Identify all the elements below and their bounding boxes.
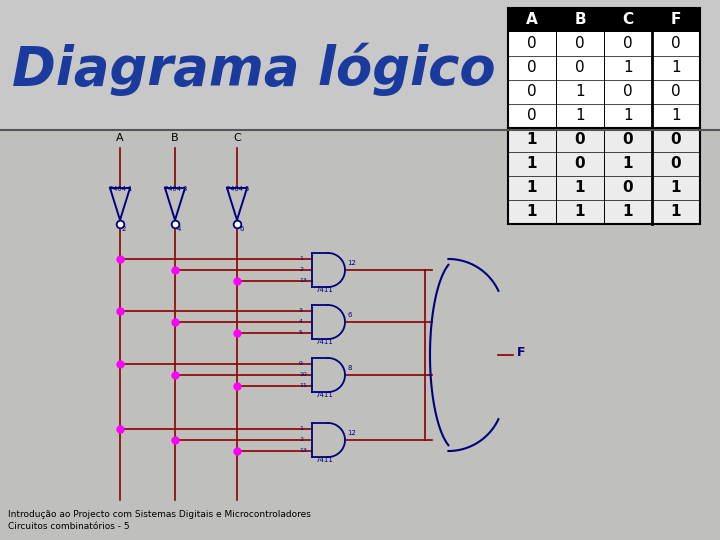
Text: 6: 6 <box>347 312 351 318</box>
Text: B: B <box>574 12 586 28</box>
Text: 1: 1 <box>671 205 681 219</box>
Bar <box>508 8 700 224</box>
Text: 6: 6 <box>239 226 243 232</box>
Bar <box>508 56 700 80</box>
Text: 0: 0 <box>575 37 585 51</box>
Text: 2: 2 <box>122 226 127 232</box>
Text: 0: 0 <box>527 60 537 76</box>
Bar <box>508 152 700 176</box>
Text: A: A <box>526 12 538 28</box>
Text: 12: 12 <box>347 260 356 266</box>
Text: 2: 2 <box>299 437 303 442</box>
Text: 9: 9 <box>299 361 303 366</box>
Bar <box>508 80 700 104</box>
Text: 7411: 7411 <box>315 392 333 398</box>
Text: 1: 1 <box>671 60 681 76</box>
Text: 2: 2 <box>299 267 303 272</box>
Text: 1: 1 <box>575 84 585 99</box>
Text: Diagrama lógico: Diagrama lógico <box>12 43 495 96</box>
Text: 1: 1 <box>527 205 537 219</box>
Text: 4: 4 <box>299 319 303 324</box>
Text: 1: 1 <box>623 157 634 172</box>
Text: 1: 1 <box>624 109 633 124</box>
Text: 1: 1 <box>575 205 585 219</box>
Text: 1: 1 <box>299 426 303 431</box>
Text: 1: 1 <box>671 109 681 124</box>
Text: Introdução ao Projecto com Sistemas Digitais e Microcontroladores: Introdução ao Projecto com Sistemas Digi… <box>8 510 311 519</box>
Text: 1: 1 <box>575 109 585 124</box>
Text: 0: 0 <box>623 180 634 195</box>
Bar <box>508 104 700 128</box>
Text: 7411: 7411 <box>315 339 333 345</box>
Text: 1: 1 <box>299 256 303 261</box>
Bar <box>0 130 720 540</box>
Text: F: F <box>516 346 525 359</box>
Text: 0: 0 <box>671 84 681 99</box>
Text: 8: 8 <box>347 365 351 371</box>
Text: 0: 0 <box>527 109 537 124</box>
Text: 0: 0 <box>527 84 537 99</box>
Text: 1: 1 <box>671 180 681 195</box>
Bar <box>508 8 700 32</box>
Text: 0: 0 <box>624 84 633 99</box>
Text: 4: 4 <box>177 226 181 232</box>
Text: 7404 3: 7404 3 <box>164 186 187 192</box>
Text: 1: 1 <box>527 132 537 147</box>
Bar <box>508 200 700 224</box>
Text: 0: 0 <box>671 157 681 172</box>
Text: 0: 0 <box>624 37 633 51</box>
Text: 0: 0 <box>671 37 681 51</box>
Text: C: C <box>233 133 241 143</box>
Text: 3: 3 <box>299 308 303 313</box>
Text: 0: 0 <box>671 132 681 147</box>
Text: 11: 11 <box>299 383 307 388</box>
Text: 7404 5: 7404 5 <box>226 186 249 192</box>
Text: 7411: 7411 <box>315 287 333 293</box>
Text: 0: 0 <box>575 60 585 76</box>
Text: 0: 0 <box>623 132 634 147</box>
Text: 7411: 7411 <box>315 457 333 463</box>
Text: 13: 13 <box>299 278 307 283</box>
Text: 1: 1 <box>527 157 537 172</box>
Text: 12: 12 <box>347 430 356 436</box>
Text: 0: 0 <box>527 37 537 51</box>
Text: 0: 0 <box>575 132 585 147</box>
Text: 7404 1: 7404 1 <box>109 186 132 192</box>
Text: 1: 1 <box>623 205 634 219</box>
Text: 0: 0 <box>575 157 585 172</box>
Text: A: A <box>116 133 124 143</box>
Text: 10: 10 <box>299 372 307 377</box>
Text: B: B <box>171 133 179 143</box>
Text: 1: 1 <box>624 60 633 76</box>
Text: 5: 5 <box>299 330 303 335</box>
Text: F: F <box>671 12 681 28</box>
Text: 1: 1 <box>575 180 585 195</box>
Bar <box>508 32 700 56</box>
Text: Circuitos combinatórios - 5: Circuitos combinatórios - 5 <box>8 522 130 531</box>
Text: C: C <box>622 12 634 28</box>
Bar <box>508 128 700 152</box>
Bar <box>508 176 700 200</box>
Text: 13: 13 <box>299 448 307 453</box>
Text: 1: 1 <box>527 180 537 195</box>
